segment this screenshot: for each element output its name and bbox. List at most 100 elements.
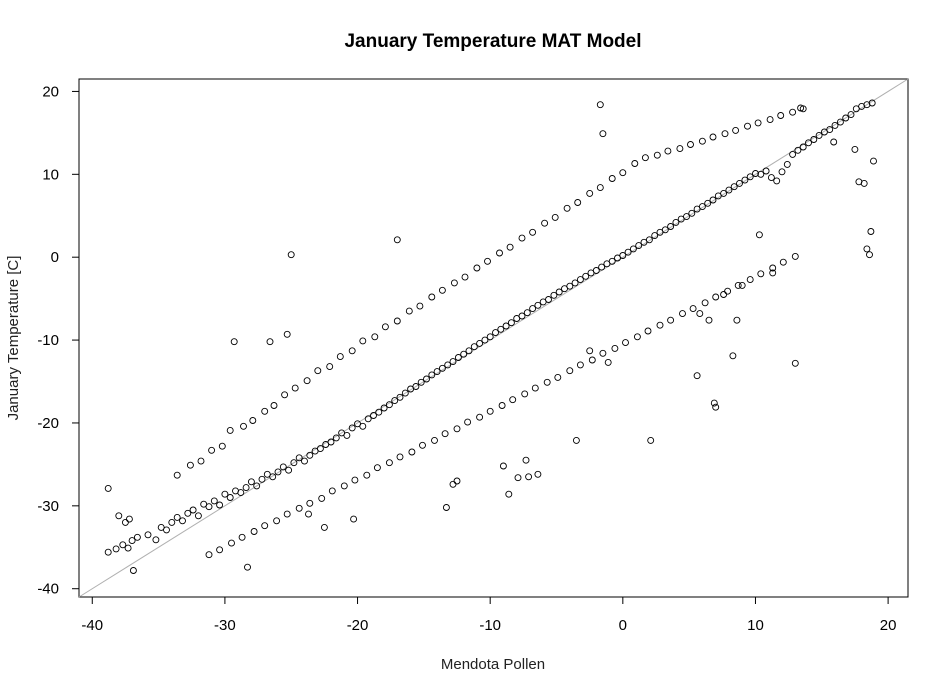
data-point — [348, 424, 356, 432]
data-point — [651, 232, 659, 240]
y-tick-label: -30 — [37, 498, 59, 515]
data-point — [866, 251, 873, 259]
data-point — [261, 407, 269, 415]
data-point — [428, 371, 436, 379]
data-point — [633, 333, 641, 341]
data-point — [588, 356, 596, 364]
data-point — [729, 352, 737, 360]
data-point — [653, 151, 661, 159]
data-point — [104, 484, 112, 492]
data-point — [396, 453, 404, 461]
data-point — [842, 114, 850, 122]
data-point — [529, 305, 537, 313]
data-point — [656, 321, 664, 329]
data-point — [709, 133, 717, 141]
data-point — [502, 322, 510, 330]
data-point — [505, 490, 513, 498]
data-point — [152, 536, 160, 544]
data-point — [115, 512, 123, 520]
data-point — [701, 299, 709, 307]
data-point — [518, 312, 526, 320]
data-point — [173, 471, 181, 479]
data-point — [851, 145, 859, 153]
data-point — [281, 391, 289, 399]
data-point — [363, 471, 371, 479]
data-point — [226, 426, 234, 434]
data-point — [721, 130, 729, 138]
data-point — [791, 359, 799, 367]
data-point — [476, 339, 484, 347]
data-point — [712, 293, 720, 301]
data-point — [725, 186, 733, 194]
data-point — [741, 176, 749, 184]
data-point — [619, 252, 627, 259]
data-point — [373, 464, 381, 472]
data-point — [507, 319, 515, 327]
data-point — [586, 189, 594, 197]
data-point — [348, 347, 356, 355]
data-point — [571, 279, 579, 287]
data-point — [599, 349, 607, 357]
data-point — [216, 546, 224, 554]
data-point — [545, 296, 552, 303]
data-point — [619, 169, 627, 177]
data-point — [449, 480, 457, 488]
data-point — [746, 173, 754, 181]
data-point — [401, 389, 409, 397]
data-point — [266, 338, 274, 346]
data-point — [522, 456, 530, 464]
data-point — [173, 513, 181, 521]
data-point — [270, 402, 278, 409]
data-point — [464, 418, 472, 426]
data-point — [244, 563, 251, 571]
data-point — [179, 517, 186, 525]
data-point — [497, 325, 505, 333]
data-point — [709, 196, 717, 204]
data-point — [119, 541, 127, 549]
x-tick-label: -20 — [347, 617, 369, 634]
data-point — [555, 288, 563, 296]
data-point — [506, 243, 514, 251]
data-point — [253, 482, 261, 490]
data-point — [340, 482, 348, 490]
data-point — [285, 466, 293, 474]
data-point — [688, 209, 696, 217]
data-point — [534, 301, 542, 309]
data-point — [576, 361, 584, 369]
data-point — [720, 189, 728, 197]
data-point — [444, 361, 452, 369]
data-point — [408, 448, 416, 456]
data-point — [247, 478, 255, 486]
y-tick-label: 20 — [42, 83, 59, 100]
data-point — [778, 168, 786, 176]
data-point — [698, 203, 706, 211]
data-point — [794, 146, 802, 154]
data-point — [496, 249, 503, 257]
data-point — [529, 228, 537, 236]
data-point — [124, 544, 132, 552]
data-point — [476, 413, 484, 421]
data-point — [704, 199, 712, 207]
data-point — [303, 377, 311, 385]
data-point — [523, 309, 531, 317]
data-point — [391, 397, 399, 405]
x-tick-label: 20 — [880, 617, 897, 634]
data-point — [221, 490, 229, 498]
data-point — [453, 425, 461, 433]
data-point — [676, 145, 684, 153]
data-point — [226, 494, 234, 501]
data-point — [629, 245, 637, 253]
data-point — [574, 199, 582, 206]
data-point — [431, 436, 438, 444]
data-point — [486, 333, 494, 341]
data-point — [305, 510, 312, 518]
data-point — [454, 354, 462, 361]
data-point — [168, 518, 176, 526]
data-point — [622, 339, 629, 347]
data-point — [242, 484, 250, 492]
data-point — [189, 506, 197, 514]
data-point — [592, 267, 600, 274]
data-point — [645, 236, 653, 244]
data-point — [205, 503, 213, 511]
data-point — [291, 384, 299, 392]
